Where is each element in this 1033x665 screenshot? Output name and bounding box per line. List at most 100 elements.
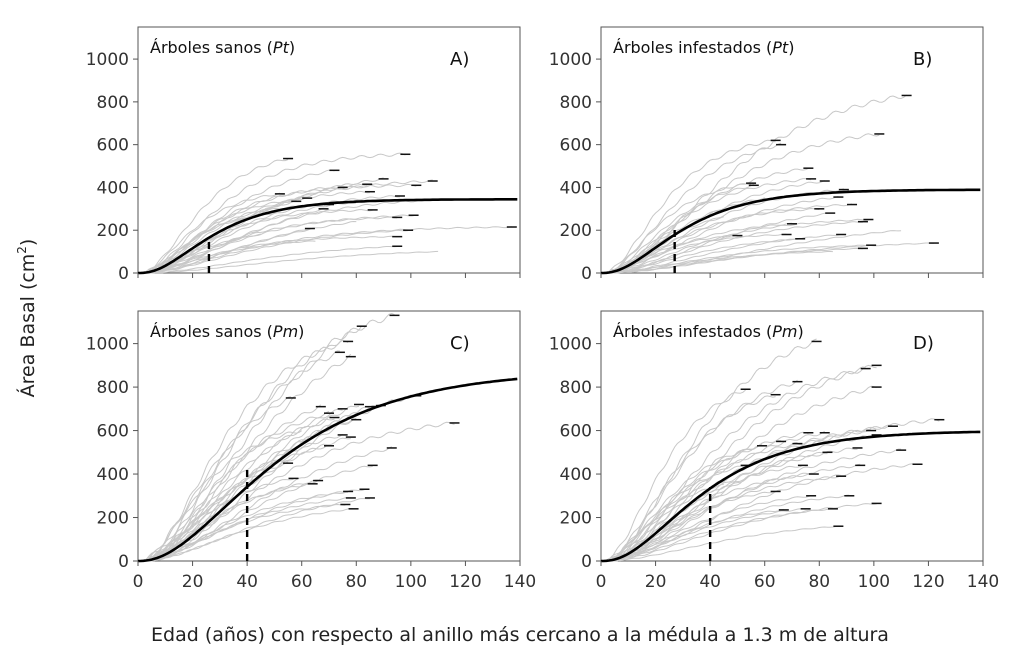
- growth-curve: [600, 389, 746, 562]
- y-tick-label: 200: [97, 221, 129, 241]
- growth-curve: [601, 237, 801, 274]
- growth-curve: [601, 508, 806, 562]
- panel-title-species: Pt: [273, 38, 290, 57]
- x-tick-label: 120: [449, 572, 481, 592]
- panel-title-suffix: ): [298, 322, 304, 341]
- x-tick-label: 100: [858, 572, 890, 592]
- growth-curve: [601, 448, 902, 562]
- growth-curve: [601, 447, 858, 562]
- x-tick-label: 60: [754, 572, 776, 592]
- growth-curve: [137, 152, 406, 274]
- x-tick-label: 100: [395, 572, 427, 592]
- growth-curve: [601, 195, 839, 274]
- growth-curve: [137, 410, 330, 562]
- y-tick-label: 200: [560, 509, 592, 529]
- growth-curve: [137, 350, 340, 562]
- growth-curve: [137, 478, 294, 562]
- panel-title-species: Pt: [772, 38, 789, 57]
- fitted-curve: [138, 198, 518, 275]
- x-tick-label: 20: [645, 572, 667, 592]
- y-tick-label: 600: [560, 422, 592, 442]
- growth-curve: [600, 183, 755, 274]
- panel-letter: D): [913, 333, 934, 354]
- growth-curve: [137, 339, 349, 562]
- growth-curve: [600, 183, 752, 274]
- panel-c: 0 200 400 600 800 1000 0 20 40 60 80 100 120 140 Árbol…: [86, 310, 536, 592]
- panel-title-suffix: ): [788, 38, 794, 57]
- y-tick-label: 400: [560, 465, 592, 485]
- growth-curve: [601, 495, 812, 562]
- panel-title-suffix: ): [289, 38, 295, 57]
- y-tick-label: 0: [118, 552, 129, 572]
- x-tick-label: 60: [291, 572, 313, 592]
- y-tick-label: 600: [97, 422, 129, 442]
- growth-curve: [601, 508, 784, 562]
- growth-curve: [601, 218, 869, 274]
- growth-curve: [138, 226, 512, 274]
- growth-curve: [137, 404, 322, 562]
- x-tick-label: 0: [133, 572, 144, 592]
- growth-curve: [600, 465, 746, 562]
- panel-title-species: Pm: [273, 322, 298, 341]
- panel-title: Árboles sanos (Pt): [150, 38, 295, 57]
- y-tick-label: 800: [97, 93, 129, 113]
- x-tick-label: 140: [504, 572, 536, 592]
- growth-curve: [600, 366, 866, 562]
- growth-curve: [601, 251, 833, 274]
- growth-curve: [600, 483, 724, 562]
- y-tick-label: 1000: [86, 335, 129, 355]
- x-axis-label: Edad (años) con respecto al anillo más c…: [151, 624, 889, 646]
- growth-curve: [137, 159, 289, 274]
- x-tick-label: 40: [236, 572, 258, 592]
- growth-curve: [137, 183, 368, 274]
- growth-curve: [600, 431, 809, 562]
- y-tick-label: 0: [581, 264, 592, 284]
- growth-curve: [601, 230, 902, 274]
- panel-b: 0 200 400 600 800 1000 Árboles infestados (Pt)…: [549, 26, 984, 284]
- growth-curve: [138, 195, 400, 274]
- growth-curve: [600, 464, 804, 562]
- x-tick-label: 20: [182, 572, 204, 592]
- panel-a: 0 200 400 600 800 1000 Árboles sanos (Pt) A): [86, 26, 521, 284]
- growth-curve: [601, 525, 839, 562]
- y-tick-label: 1000: [549, 50, 592, 70]
- growth-curve: [138, 250, 439, 274]
- y-tick-label: 400: [560, 178, 592, 198]
- panel-title-species: Pm: [772, 322, 797, 341]
- y-axis-label-close: ): [17, 239, 39, 246]
- y-tick-label: 400: [97, 178, 129, 198]
- y-tick-label: 1000: [86, 50, 129, 70]
- panel-title-prefix: Árboles sanos (: [150, 322, 273, 341]
- panel-title-prefix: Árboles infestados (: [613, 322, 772, 341]
- fitted-curve: [601, 430, 981, 563]
- x-tick-label: 140: [967, 572, 999, 592]
- growth-curve: [138, 507, 354, 562]
- panel-title: Árboles infestados (Pt): [613, 38, 794, 57]
- y-axis-label-text: Área Basal (cm: [16, 254, 39, 398]
- panel-letter: C): [450, 333, 470, 354]
- growth-curve: [601, 222, 793, 274]
- growth-curve: [138, 220, 357, 274]
- x-tick-label: 0: [596, 572, 607, 592]
- growth-curve: [137, 430, 302, 562]
- growth-curve: [600, 491, 776, 562]
- panel-title-prefix: Árboles sanos (: [150, 38, 273, 57]
- growth-curve: [137, 482, 313, 562]
- panel-letter: B): [913, 49, 932, 70]
- growth-curve: [600, 178, 812, 274]
- growth-curve: [600, 379, 798, 562]
- y-tick-label: 0: [581, 552, 592, 572]
- growth-curve: [601, 233, 787, 274]
- growth-curve: [137, 192, 281, 274]
- growth-curve: [137, 325, 363, 562]
- y-axis-label: Área Basal (cm2): [15, 239, 39, 398]
- panel-d: 0 200 400 600 800 1000 0 20 40 60 80 100 120 140 Árbol…: [549, 310, 999, 592]
- growth-curve: [137, 312, 395, 562]
- growth-curve: [138, 421, 455, 562]
- growth-curve: [600, 139, 776, 274]
- growth-curve: [600, 442, 798, 562]
- growth-curve: [600, 395, 776, 562]
- y-tick-label: 800: [560, 93, 592, 113]
